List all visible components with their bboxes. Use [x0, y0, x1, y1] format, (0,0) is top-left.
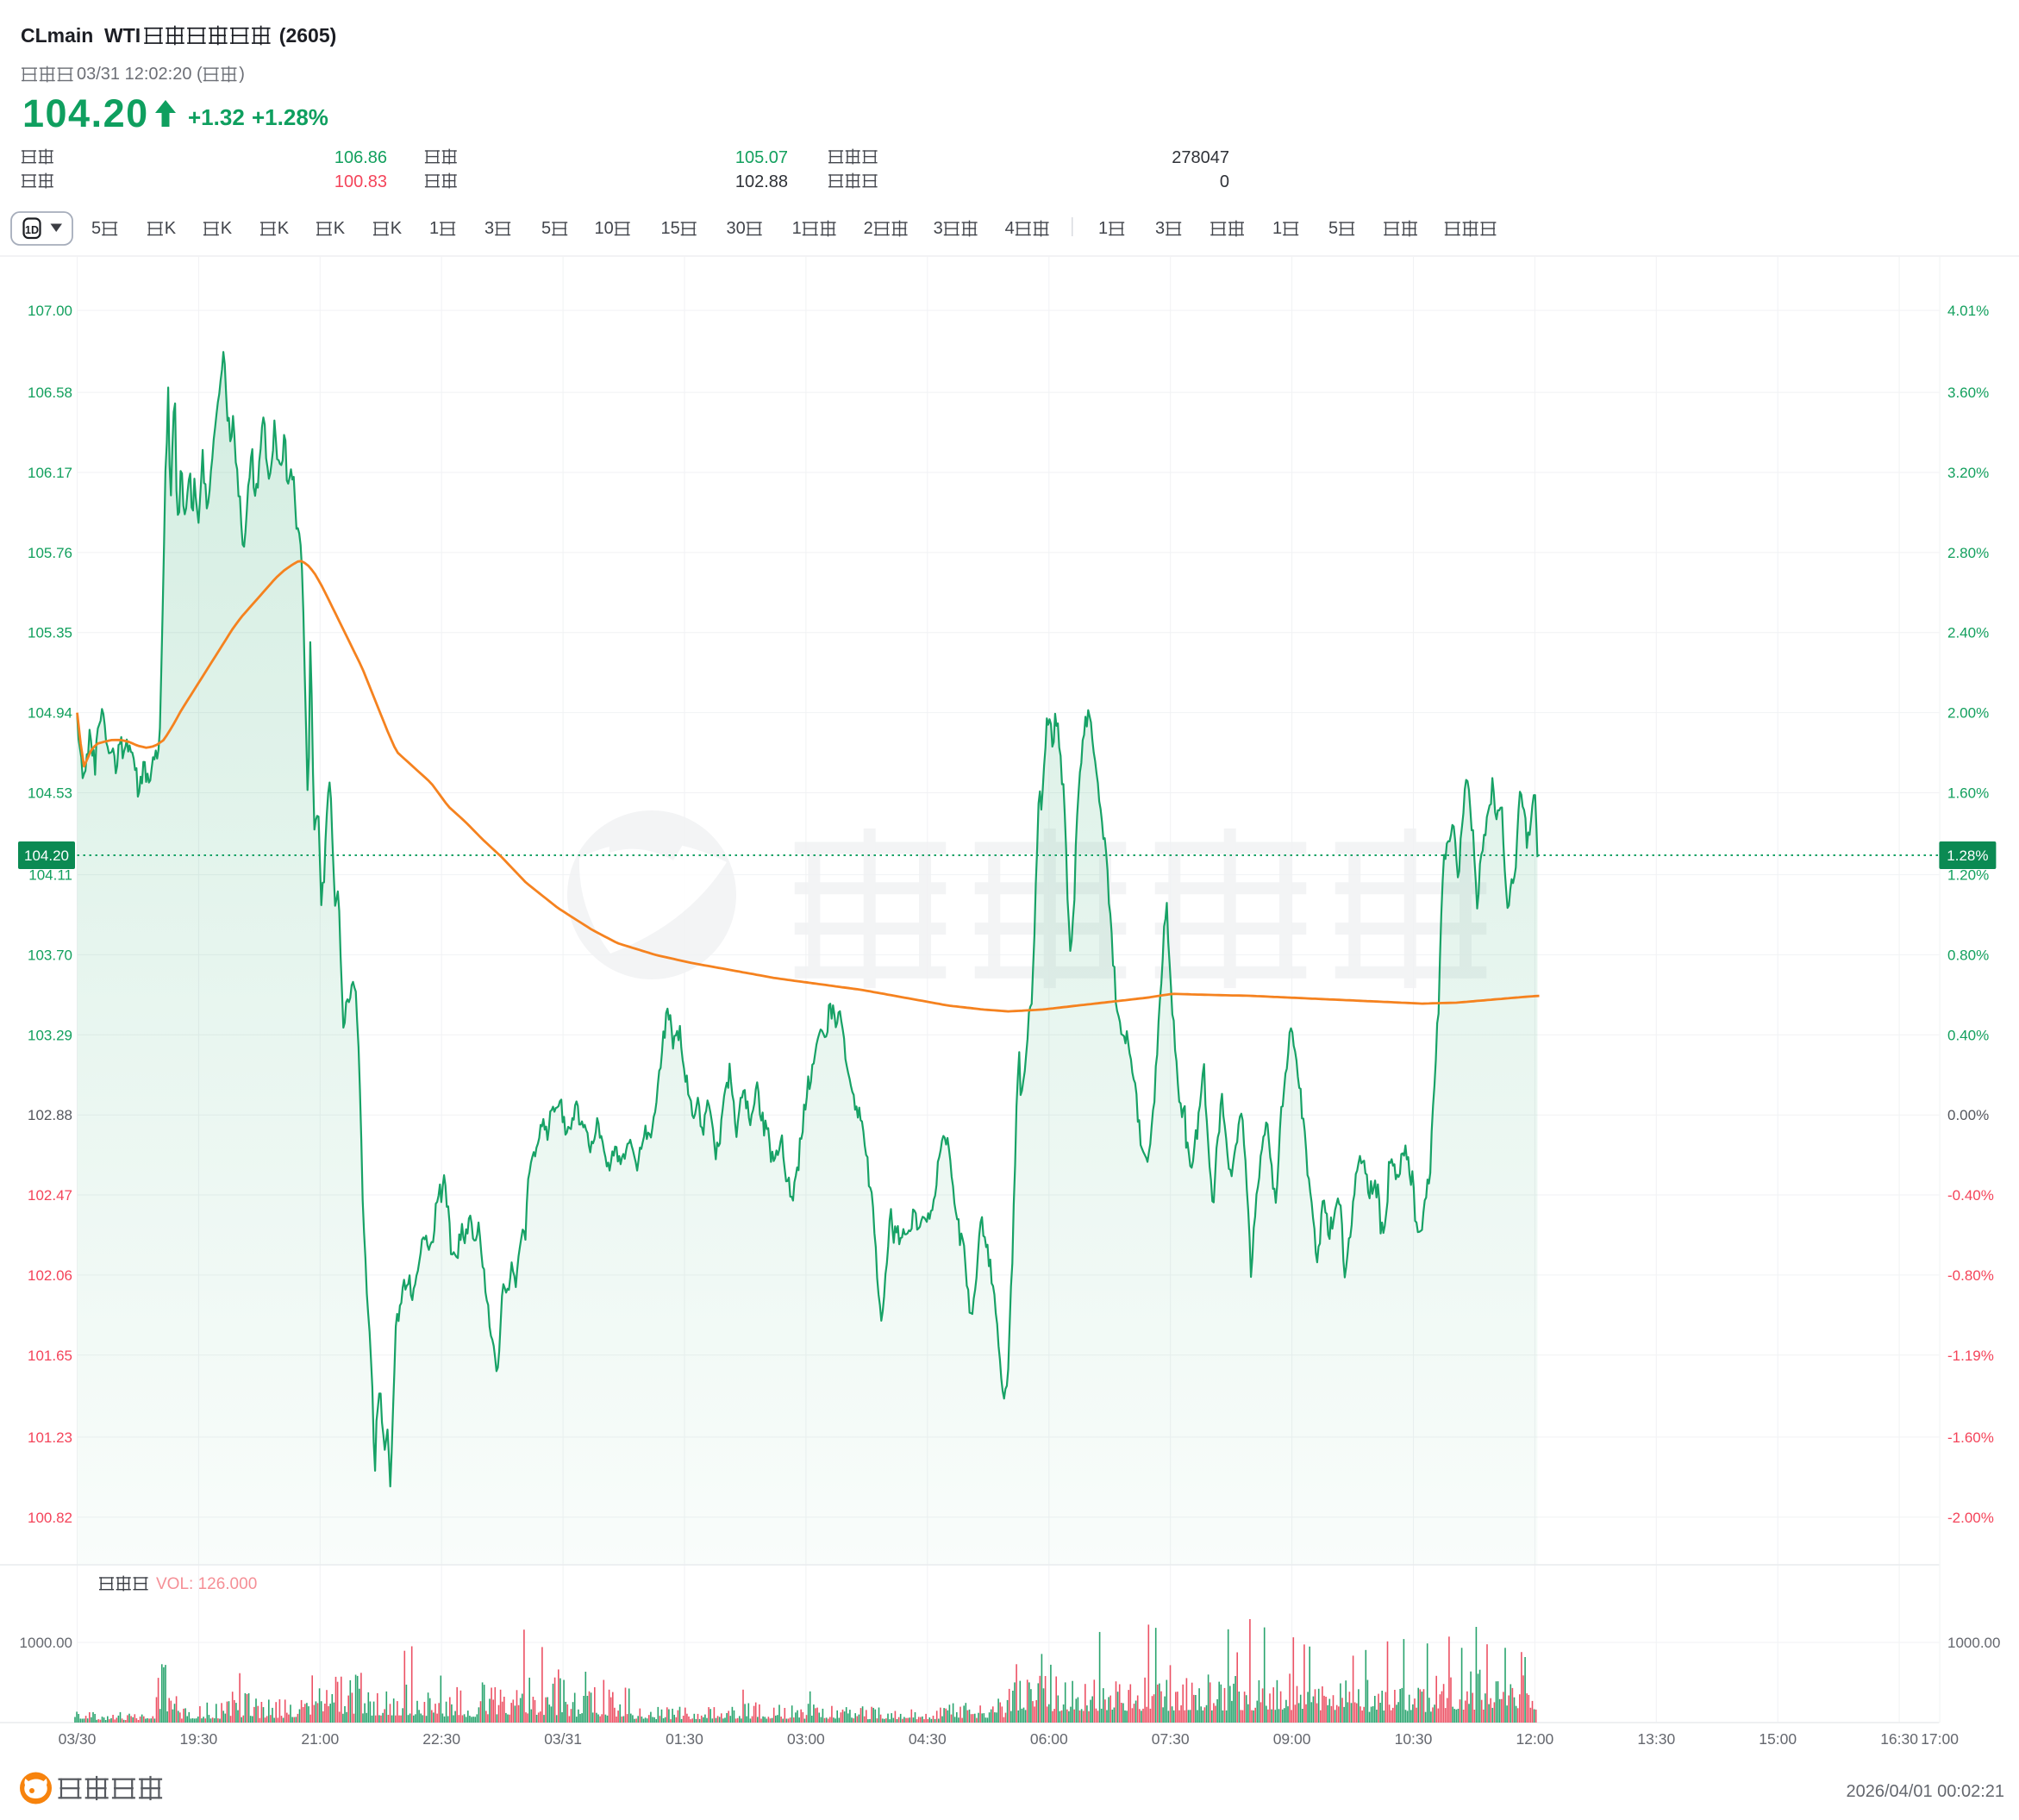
svg-text:1.28%: 1.28%: [1947, 847, 1988, 864]
svg-text:5: 5: [541, 219, 551, 238]
svg-text:103.70: 103.70: [28, 947, 72, 963]
svg-text:1: 1: [429, 219, 439, 238]
svg-text:): ): [239, 65, 245, 84]
svg-text:2026/04/01 00:02:21: 2026/04/01 00:02:21: [1846, 1782, 2004, 1801]
svg-text:105.76: 105.76: [28, 545, 72, 561]
svg-text:15: 15: [661, 219, 680, 238]
svg-text:101.65: 101.65: [28, 1348, 72, 1364]
svg-text:1.60%: 1.60%: [1947, 785, 1989, 802]
svg-text:4.01%: 4.01%: [1947, 303, 1989, 319]
svg-text:1.20%: 1.20%: [1947, 867, 1989, 884]
svg-text:104.11: 104.11: [28, 867, 72, 884]
svg-text:WTI: WTI: [104, 24, 141, 47]
svg-text:3: 3: [934, 219, 943, 238]
svg-text:-0.80%: -0.80%: [1947, 1267, 1994, 1284]
svg-text:1: 1: [1272, 219, 1282, 238]
svg-text:03/30: 03/30: [59, 1730, 97, 1748]
svg-text:0.00%: 0.00%: [1947, 1107, 1989, 1123]
svg-text:106.58: 106.58: [28, 385, 72, 401]
svg-text:06:00: 06:00: [1030, 1730, 1068, 1748]
svg-text:CLmain: CLmain: [21, 24, 93, 47]
svg-text:2.00%: 2.00%: [1947, 705, 1989, 722]
svg-text:17:00: 17:00: [1921, 1730, 1959, 1748]
svg-text:102.47: 102.47: [28, 1187, 72, 1204]
svg-text:0.40%: 0.40%: [1947, 1027, 1989, 1043]
svg-text:100.82: 100.82: [28, 1510, 72, 1526]
svg-text:-1.19%: -1.19%: [1947, 1348, 1994, 1364]
svg-text:104.94: 104.94: [28, 705, 72, 722]
svg-text:-2.00%: -2.00%: [1947, 1510, 1994, 1526]
svg-text:K: K: [165, 219, 177, 238]
svg-text:1000.00: 1000.00: [1947, 1635, 2000, 1651]
svg-text:102.06: 102.06: [28, 1267, 72, 1284]
svg-text:3: 3: [484, 219, 494, 238]
svg-text:+1.32: +1.32: [188, 104, 245, 130]
svg-text:278047: 278047: [1172, 148, 1229, 167]
svg-text:105.07: 105.07: [735, 148, 788, 167]
svg-text:04:30: 04:30: [909, 1730, 947, 1748]
svg-text:09:00: 09:00: [1273, 1730, 1311, 1748]
svg-text:1D: 1D: [25, 224, 39, 236]
svg-text:12:00: 12:00: [1516, 1730, 1554, 1748]
svg-text:07:30: 07:30: [1152, 1730, 1190, 1748]
svg-text:K: K: [278, 219, 290, 238]
svg-text:107.00: 107.00: [28, 303, 72, 319]
svg-text:10: 10: [595, 219, 614, 238]
svg-text:106.86: 106.86: [334, 148, 387, 167]
svg-text:01:30: 01:30: [666, 1730, 703, 1748]
svg-text:K: K: [221, 219, 233, 238]
svg-text:19:30: 19:30: [180, 1730, 218, 1748]
svg-text:3.60%: 3.60%: [1947, 385, 1989, 401]
svg-text:K: K: [391, 219, 403, 238]
svg-text:3.20%: 3.20%: [1947, 465, 1989, 481]
svg-text:105.35: 105.35: [28, 625, 72, 641]
svg-text:4: 4: [1005, 219, 1015, 238]
svg-text:+1.28%: +1.28%: [252, 104, 328, 130]
svg-text:30: 30: [727, 219, 746, 238]
svg-text:106.17: 106.17: [28, 465, 72, 481]
svg-text:0: 0: [1220, 172, 1229, 191]
svg-text:102.88: 102.88: [735, 172, 788, 191]
svg-text:-1.60%: -1.60%: [1947, 1429, 1994, 1446]
svg-text:03:00: 03:00: [787, 1730, 825, 1748]
svg-text:103.29: 103.29: [28, 1027, 72, 1043]
svg-text:104.20: 104.20: [22, 91, 149, 135]
svg-text:104.20: 104.20: [24, 847, 69, 864]
svg-text:1000.00: 1000.00: [20, 1635, 72, 1651]
svg-text:0.80%: 0.80%: [1947, 947, 1989, 963]
svg-text:1: 1: [792, 219, 802, 238]
svg-text:100.83: 100.83: [334, 172, 387, 191]
svg-text:03/31 12:02:20 (: 03/31 12:02:20 (: [77, 65, 203, 84]
svg-text:03/31: 03/31: [544, 1730, 582, 1748]
svg-text:5: 5: [1328, 219, 1338, 238]
svg-text:102.88: 102.88: [28, 1107, 72, 1123]
svg-text:21:00: 21:00: [301, 1730, 339, 1748]
svg-text:104.53: 104.53: [28, 785, 72, 802]
svg-text:VOL: 126.000: VOL: 126.000: [156, 1575, 257, 1593]
svg-text:3: 3: [1155, 219, 1165, 238]
svg-text:13:30: 13:30: [1637, 1730, 1675, 1748]
svg-text:15:00: 15:00: [1759, 1730, 1797, 1748]
svg-text:16:30: 16:30: [1880, 1730, 1918, 1748]
svg-text:2: 2: [864, 219, 873, 238]
svg-text:2.40%: 2.40%: [1947, 625, 1989, 641]
svg-text:101.23: 101.23: [28, 1429, 72, 1446]
svg-text:K: K: [334, 219, 346, 238]
svg-text:22:30: 22:30: [422, 1730, 460, 1748]
svg-text:10:30: 10:30: [1395, 1730, 1433, 1748]
svg-text:5: 5: [91, 219, 101, 238]
svg-text:(2605): (2605): [279, 24, 336, 47]
svg-text:-0.40%: -0.40%: [1947, 1187, 1994, 1204]
svg-text:2.80%: 2.80%: [1947, 545, 1989, 561]
svg-text:1: 1: [1098, 219, 1108, 238]
